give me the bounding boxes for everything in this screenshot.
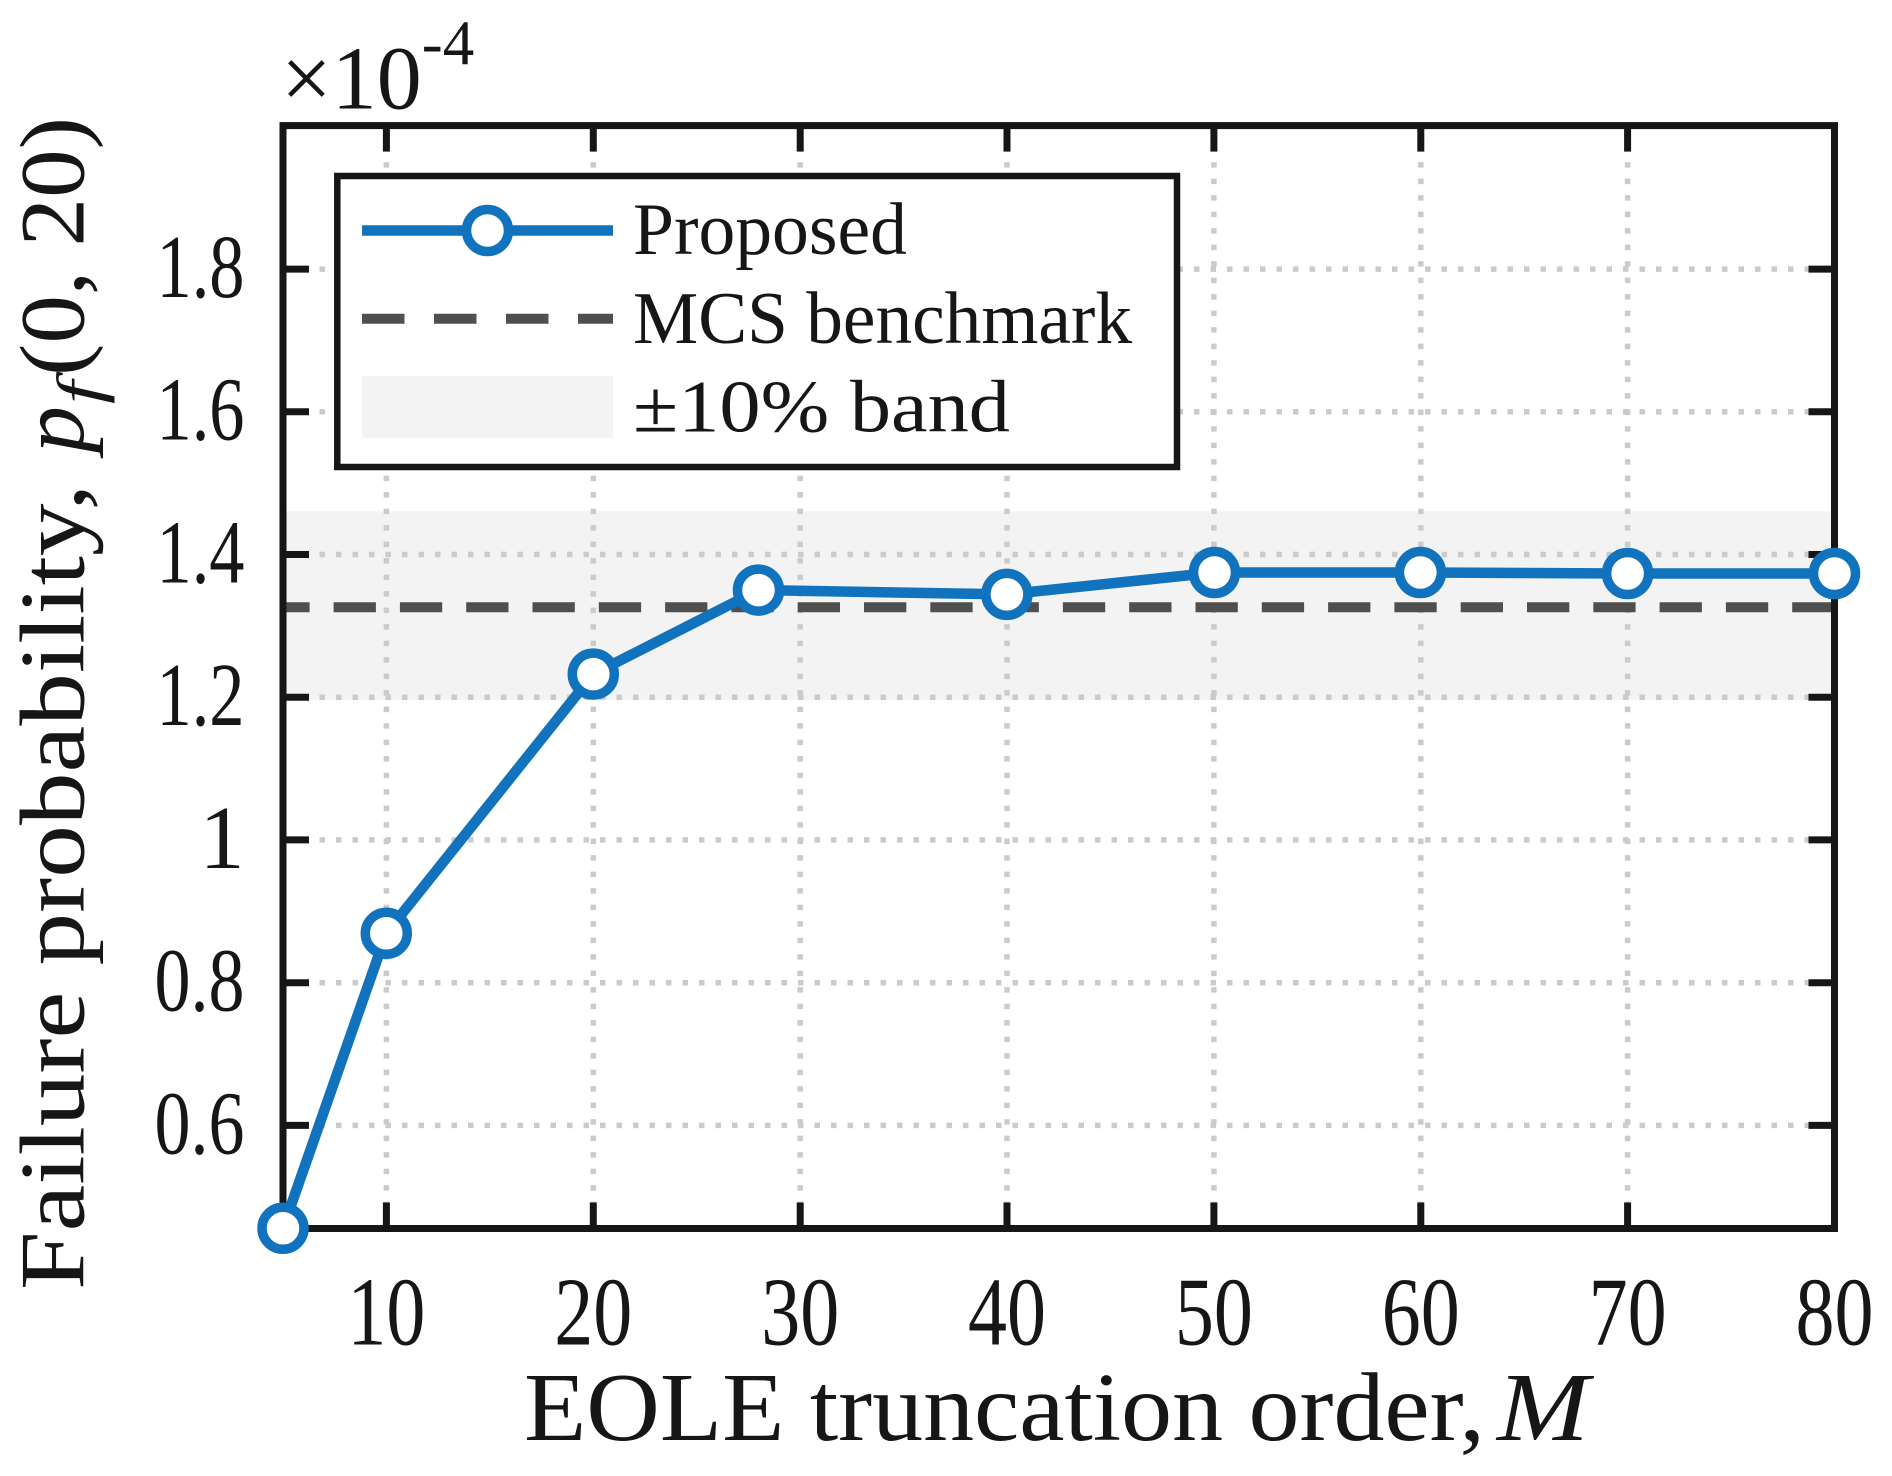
svg-text:70: 70 xyxy=(1589,1258,1667,1365)
svg-text:30: 30 xyxy=(761,1258,839,1365)
svg-text:80: 80 xyxy=(1796,1258,1874,1365)
svg-text:EOLE truncation order,: EOLE truncation order, xyxy=(524,1354,1485,1461)
svg-text:1.2: 1.2 xyxy=(157,646,245,745)
svg-text:0.8: 0.8 xyxy=(155,932,245,1031)
svg-text:Proposed: Proposed xyxy=(633,189,907,271)
svg-text:0.6: 0.6 xyxy=(155,1074,245,1173)
svg-text:1.6: 1.6 xyxy=(157,361,245,460)
svg-text:10: 10 xyxy=(347,1258,425,1365)
svg-text:1: 1 xyxy=(200,789,245,888)
svg-text:Failure probability,: Failure probability, xyxy=(2,484,104,1290)
svg-text:1.4: 1.4 xyxy=(157,503,245,602)
svg-text:1.8: 1.8 xyxy=(157,218,245,317)
svg-text:20: 20 xyxy=(554,1258,632,1365)
svg-text:50: 50 xyxy=(1175,1258,1253,1365)
svg-text:40: 40 xyxy=(968,1258,1046,1365)
svg-text:(0, 20): (0, 20) xyxy=(2,117,104,376)
svg-text:MCS benchmark: MCS benchmark xyxy=(633,278,1132,360)
svg-text:±10% band: ±10% band xyxy=(633,367,1010,449)
svg-text:M: M xyxy=(1495,1354,1595,1461)
svg-text:60: 60 xyxy=(1382,1258,1460,1365)
svg-text:p: p xyxy=(2,406,104,459)
